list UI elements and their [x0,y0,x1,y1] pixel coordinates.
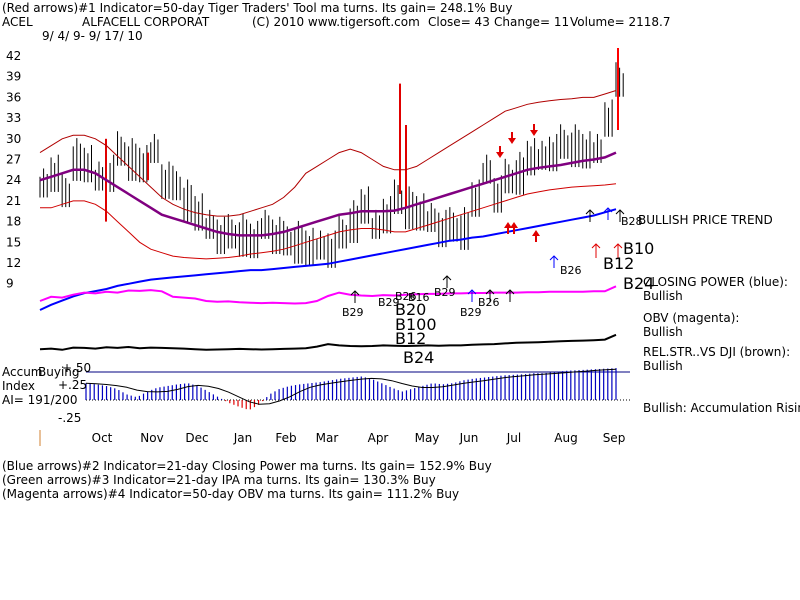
blue-arrow [549,255,559,268]
y-tick-label: 27 [6,153,21,167]
red-arrow [532,230,540,242]
ai-tick-p50: +.50 [62,361,92,375]
indicator-line-1: (Red arrows)#1 Indicator=50-day Tiger Tr… [2,1,513,15]
black-arrow [615,209,625,222]
indicator-line-4: (Magenta arrows)#4 Indicator=50-day OBV … [2,487,460,501]
black-arrow [505,289,515,302]
blue-arrow [603,207,613,220]
obv-value: Bullish [643,325,683,339]
red-arrow [496,146,504,158]
signal-b29: B29 [460,306,482,319]
change-value: Change= 11 [494,15,570,29]
relstr-title: REL.STR..VS DJI (brown): [643,345,791,359]
ai-tick-m25: -.25 [58,411,82,425]
y-tick-label: 24 [6,173,21,187]
signal-b20: B20 [395,300,427,319]
black-arrow [350,290,360,303]
red-arrow [530,124,538,136]
x-tick-label: Nov [140,431,163,445]
y-tick-label: 39 [6,70,21,84]
y-tick-label: 30 [6,132,21,146]
signal-b16: B16 [408,291,430,304]
closing-power-line [39,208,617,311]
obv-title: OBV (magenta): [643,311,740,325]
relstr-value: Bullish [643,359,683,373]
relstr-line [39,333,617,351]
ai-score: AI= 191/200 [2,393,78,407]
ma50-line [39,151,617,237]
black-arrows [350,209,625,303]
x-tick-label: Apr [368,431,389,445]
closing-power-title: CLOSING POWER (blue): [643,275,788,289]
red-arrow [508,132,516,144]
date-range: 9/ 4/ 9- 9/ 17/ 10 [42,29,143,43]
signal-b26: B26 [478,296,500,309]
ticker: ACEL [2,15,33,29]
upper-band-line [39,90,617,217]
signal-b26: B26 [395,290,417,303]
signal-b29: B29 [434,286,456,299]
copyright: (C) 2010 www.tigersoft.com [252,15,420,29]
ai-tick-p25: +.25 [58,378,88,392]
y-tick-label: 36 [6,90,21,104]
index-label: Index [2,379,36,393]
closing-power-value: Bullish [643,289,683,303]
x-tick-label: Mar [316,431,339,445]
signal-b24: B24 [623,274,655,293]
ai-ma-line [85,368,617,405]
signal-b26: B26 [560,264,582,277]
close-value: Close= 43 [428,15,490,29]
black-arrow [585,209,595,222]
signal-b12: B12 [395,329,427,348]
black-arrow [442,275,452,288]
red-thin-arrow [613,243,623,258]
red-thin-arrows [591,243,623,258]
signal-b29: B29 [378,296,400,309]
y-tick-label: 21 [6,194,21,208]
bullish-price-trend: BULLISH PRICE TREND [638,213,773,227]
y-tick-label: 9 [6,277,14,291]
y-tick-label: 42 [6,49,21,63]
buying-label: Buying [38,365,80,379]
indicator-line-3: (Green arrows)#3 Indicator=21-day IPA ma… [2,473,436,487]
x-tick-label: Dec [185,431,208,445]
accumulation-status: Bullish: Accumulation Rising [643,401,800,415]
signal-b12: B12 [603,254,635,273]
x-tick-label: Jan [233,431,253,445]
indicator-line-2: (Blue arrows)#2 Indicator=21-day Closing… [2,459,492,473]
signal-b28: B28 [621,215,643,228]
signal-b29: B29 [342,306,364,319]
x-tick-label: Sep [603,431,626,445]
y-tick-label: 18 [6,215,21,229]
blue-arrows [467,207,613,302]
volume-value: Volume= 2118.7 [570,15,671,29]
signal-b24: B24 [403,348,435,367]
x-tick-label: Jun [459,431,479,445]
obv-line [39,285,617,305]
y-tick-label: 15 [6,235,21,249]
red-arrow [504,222,512,234]
red-arrow [510,222,518,234]
x-tick-label: Feb [275,431,296,445]
y-tick-label: 33 [6,111,21,125]
x-tick-label: Oct [92,431,113,445]
lower-band-line [40,183,617,260]
x-tick-label: Aug [554,431,577,445]
y-tick-label: 12 [6,256,21,270]
signal-b10: B10 [623,239,655,258]
blue-arrow [467,289,477,302]
red-thin-arrow [591,243,601,258]
signal-b100: B100 [395,315,437,334]
black-arrow [485,289,495,302]
red-arrows [496,124,540,242]
x-tick-label: Jul [506,431,521,445]
x-tick-label: May [415,431,440,445]
company-name: ALFACELL CORPORAT [82,15,210,29]
accum-label: Accum [2,365,43,379]
